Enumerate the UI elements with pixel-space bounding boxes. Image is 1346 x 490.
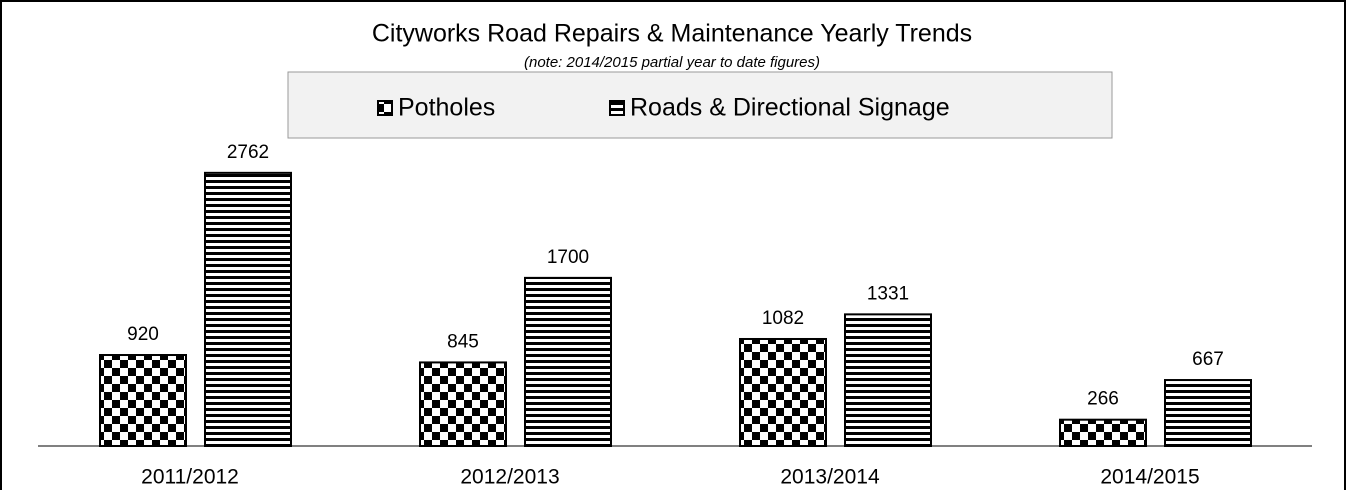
data-label: 1331 <box>867 283 909 304</box>
data-label: 845 <box>447 331 479 352</box>
bar <box>739 337 827 448</box>
x-tick-label: 2013/2014 <box>780 466 880 489</box>
x-tick-label: 2011/2012 <box>141 466 239 489</box>
legend-box <box>287 71 1113 139</box>
legend-swatch <box>377 100 393 116</box>
chart-subtitle: (note: 2014/2015 partial year to date fi… <box>524 54 820 71</box>
data-label: 667 <box>1192 349 1224 370</box>
bar <box>1164 379 1252 447</box>
data-label: 266 <box>1087 389 1119 410</box>
legend-swatch <box>609 100 625 116</box>
bar <box>419 361 507 448</box>
legend-label: Potholes <box>398 94 495 122</box>
bar <box>844 313 932 447</box>
bar <box>99 354 187 447</box>
data-label: 1700 <box>547 247 589 268</box>
data-label: 1082 <box>762 308 804 329</box>
x-tick-label: 2012/2013 <box>460 466 559 489</box>
data-label: 2762 <box>227 142 269 163</box>
bar <box>1059 418 1147 447</box>
x-tick-label: 2014/2015 <box>1100 466 1199 489</box>
data-label: 920 <box>127 324 159 345</box>
chart-title: Cityworks Road Repairs & Maintenance Yea… <box>372 20 972 48</box>
bar <box>524 276 612 447</box>
legend-label: Roads & Directional Signage <box>630 94 950 122</box>
bar <box>204 171 292 447</box>
